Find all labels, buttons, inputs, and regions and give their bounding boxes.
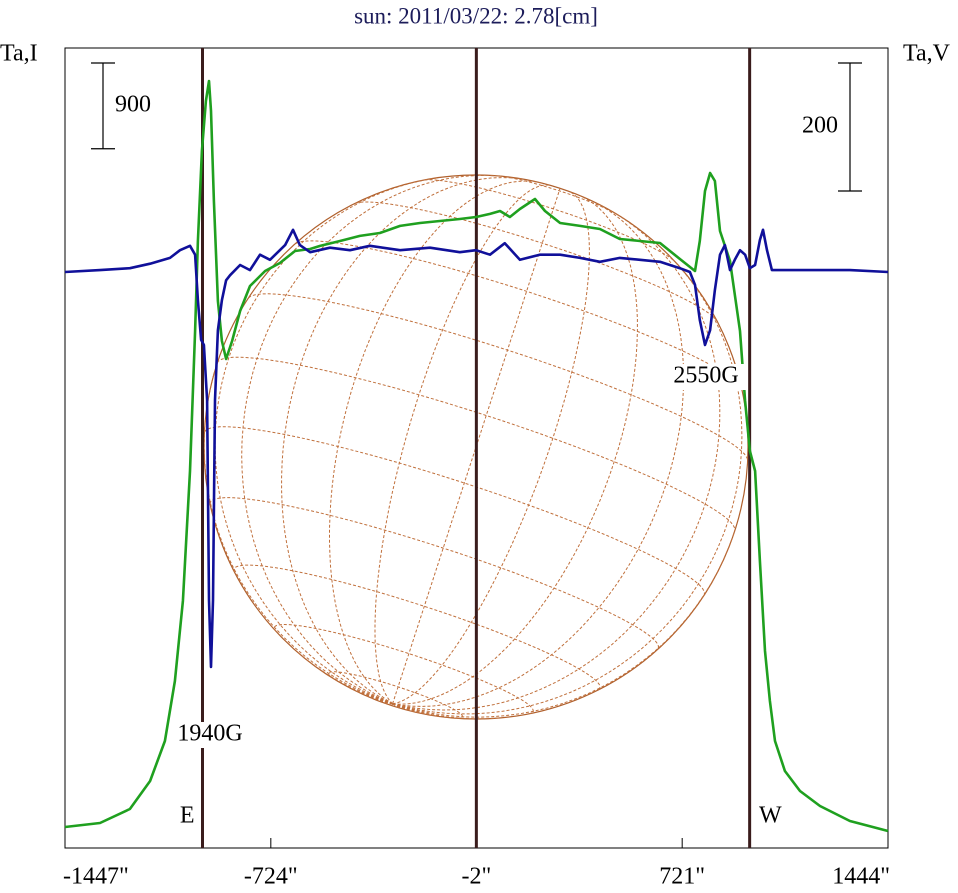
y2-axis-label: Ta,V (903, 41, 951, 67)
series-line (64, 228, 889, 669)
annotation-bg (170, 722, 250, 748)
solar-grid-line (392, 530, 736, 718)
solar-grid-line (392, 251, 743, 715)
chart-title: sun: 2011/03/22: 2.78[cm] (354, 3, 598, 28)
solar-grid-line (392, 703, 400, 709)
solar-grid-line (392, 213, 721, 711)
solar-grid-line (374, 184, 550, 705)
solar-grid-line (392, 703, 440, 718)
solar-grid-line (233, 564, 601, 691)
solar-grid-line (203, 362, 393, 705)
solar-grid-line (296, 651, 393, 705)
limb-label: W (759, 803, 782, 829)
annotation-bg (666, 364, 746, 390)
x-tick-label: -724" (244, 864, 298, 890)
solar-grid-line (355, 201, 718, 322)
solar-grid-line (329, 180, 540, 705)
x-tick-label: -2" (461, 864, 491, 890)
solar-grid-line (281, 177, 522, 705)
x-tick-label: -1447" (63, 864, 129, 890)
annotation: 1940G (177, 721, 242, 747)
solar-grid-line (273, 624, 534, 715)
x-tick-label: 1444" (832, 864, 890, 890)
solar-grid-line (241, 174, 500, 705)
solar-grid-line (214, 177, 439, 705)
solar-grid-line (392, 203, 685, 707)
solar-grid-line (392, 188, 561, 704)
scale-bar-label: 200 (802, 113, 838, 139)
solar-grid-line (346, 685, 393, 705)
y-axis-label: Ta,I (0, 41, 38, 67)
solar-grid-line (392, 703, 501, 720)
solar-grid-line (392, 195, 638, 705)
solar-grid-line (209, 497, 660, 650)
scale-bar-label: 900 (115, 91, 151, 117)
limb-label: E (180, 803, 195, 829)
annotation: 2550G (673, 363, 738, 389)
x-tick-label: 721" (659, 864, 705, 890)
solar-grid-line (392, 191, 590, 705)
series-line (64, 79, 889, 833)
